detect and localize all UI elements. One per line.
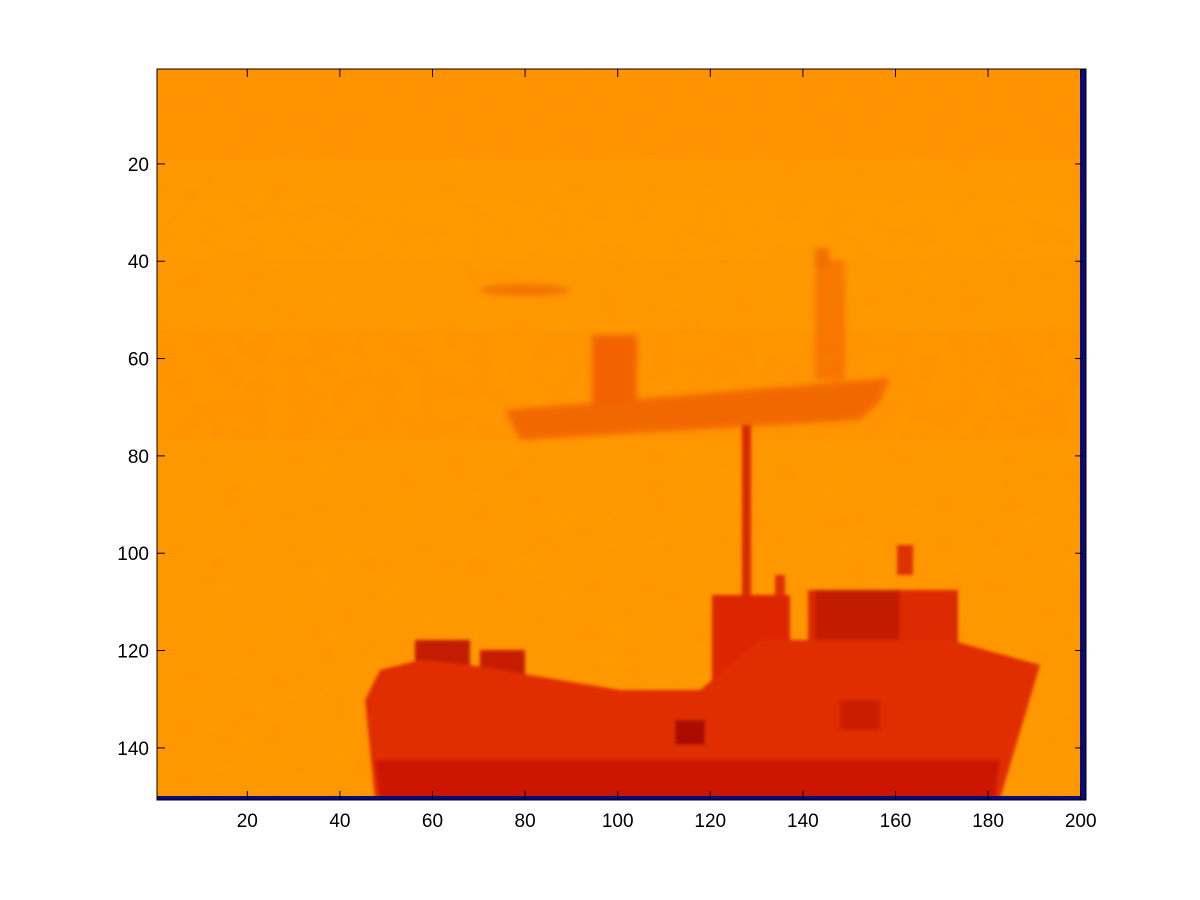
x-tick-label: 160 <box>880 811 912 832</box>
y-tick-label: 140 <box>117 739 149 760</box>
y-tick-label: 20 <box>128 155 149 176</box>
distant-ship <box>480 248 890 440</box>
colorbar-edge <box>1080 69 1086 800</box>
y-tick-label: 80 <box>128 447 149 468</box>
y-tick-label: 40 <box>128 252 149 273</box>
x-tick-label: 40 <box>329 811 350 832</box>
x-tick-label: 120 <box>694 811 726 832</box>
y-tick-label: 60 <box>128 350 149 371</box>
axes-frame <box>156 68 1087 801</box>
x-tick-label: 60 <box>422 811 443 832</box>
bottom-edge <box>157 796 1086 800</box>
image-content <box>157 69 1083 799</box>
x-tick-label: 200 <box>1065 811 1097 832</box>
x-tick-label: 100 <box>602 811 634 832</box>
x-tick-label: 180 <box>972 811 1004 832</box>
near-ship <box>365 425 1040 799</box>
y-tick-label: 120 <box>117 642 149 663</box>
x-tick-label: 140 <box>787 811 819 832</box>
x-axis: 20 40 60 80 100 120 140 160 180 200 <box>237 69 1097 832</box>
y-tick-label: 100 <box>117 544 149 565</box>
y-axis: 20 40 60 80 100 120 140 <box>117 155 1083 760</box>
x-tick-label: 20 <box>237 811 258 832</box>
x-tick-label: 80 <box>515 811 536 832</box>
